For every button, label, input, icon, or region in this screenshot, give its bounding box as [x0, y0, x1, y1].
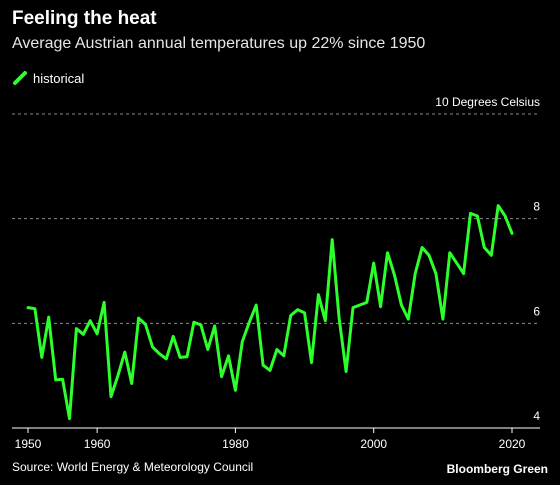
data-point-2015: [476, 215, 479, 218]
data-point-1978: [220, 375, 223, 378]
data-point-1980: [234, 389, 237, 392]
data-point-1964: [123, 351, 126, 354]
data-point-1985: [269, 369, 271, 372]
data-point-1975: [199, 323, 202, 326]
data-point-2002: [386, 251, 389, 254]
data-point-1986: [275, 348, 278, 351]
x-axis: [12, 427, 540, 433]
data-point-1977: [213, 324, 216, 327]
data-point-1979: [227, 354, 230, 357]
data-point-1994: [331, 238, 334, 241]
x-tick-label-2000: 2000: [360, 437, 387, 451]
data-point-2003: [393, 274, 396, 277]
data-point-1950: [27, 306, 29, 309]
data-point-1957: [75, 327, 78, 330]
data-point-2007: [421, 246, 424, 249]
source-note: Source: World Energy & Meteorology Counc…: [12, 460, 254, 474]
data-point-2005: [407, 318, 410, 321]
data-point-2006: [414, 272, 417, 275]
data-point-1955: [61, 378, 64, 381]
data-point-1963: [116, 374, 119, 377]
data-point-1995: [338, 317, 341, 320]
data-point-2010: [441, 318, 444, 321]
data-point-1983: [255, 304, 258, 307]
data-point-1961: [103, 301, 106, 304]
data-point-1984: [262, 364, 265, 367]
data-point-2011: [448, 251, 451, 254]
data-point-1982: [248, 321, 251, 324]
data-point-1993: [324, 319, 327, 322]
chart-subtitle: Average Austrian annual temperatures up …: [12, 35, 426, 52]
data-point-1960: [96, 332, 99, 335]
data-point-1954: [54, 378, 57, 381]
data-point-1970: [165, 357, 168, 360]
legend-label-historical: historical: [33, 70, 85, 86]
data-point-1987: [282, 354, 285, 357]
data-point-2009: [434, 272, 437, 275]
data-point-1976: [206, 348, 209, 351]
data-point-1971: [172, 335, 175, 338]
data-point-1996: [345, 370, 348, 373]
data-point-2004: [400, 304, 403, 307]
series-line-historical: [26, 204, 514, 421]
brand-logo: Bloomberg Green: [446, 462, 548, 476]
data-point-1968: [151, 345, 154, 348]
data-point-1998: [358, 304, 361, 307]
x-tick-label-2020: 2020: [499, 437, 526, 451]
data-point-1958: [82, 333, 85, 336]
y-tick-label-8: 8: [533, 200, 540, 214]
data-point-1965: [130, 382, 133, 385]
data-point-1973: [186, 355, 189, 358]
data-point-2008: [428, 254, 431, 257]
data-point-1967: [144, 323, 147, 326]
data-point-1997: [351, 306, 354, 309]
data-point-2013: [462, 272, 465, 275]
x-tick-label-1960: 1960: [84, 437, 111, 451]
legend: historical: [12, 70, 84, 86]
data-point-1953: [47, 316, 50, 319]
data-point-1981: [241, 340, 244, 343]
y-tick-label-6: 6: [533, 304, 540, 318]
x-tick-label-1980: 1980: [222, 437, 249, 451]
data-point-2020: [511, 232, 513, 235]
y-axis-unit-label: 10 Degrees Celsius: [435, 95, 540, 109]
data-point-1962: [109, 395, 112, 398]
data-point-2001: [379, 305, 382, 308]
data-point-2016: [483, 246, 486, 249]
chart-title: Feeling the heat: [12, 8, 157, 29]
data-point-1974: [192, 321, 195, 324]
data-point-1999: [365, 301, 368, 304]
data-point-2014: [469, 212, 472, 215]
data-point-1951: [33, 307, 36, 310]
data-point-2018: [497, 204, 500, 207]
tick-labels: 4 6 8 10 Degrees Celsius 1950 1960 1980 2000 202…: [15, 95, 541, 451]
data-point-1952: [40, 356, 43, 359]
data-point-2012: [455, 262, 458, 265]
x-tick-label-1950: 1950: [15, 437, 42, 451]
data-point-2019: [504, 215, 507, 218]
grid-lines: [12, 113, 540, 324]
data-point-1989: [296, 308, 299, 311]
data-point-2000: [372, 262, 375, 265]
series-layer: [26, 204, 514, 421]
data-point-1972: [179, 356, 182, 359]
data-point-1992: [317, 293, 320, 296]
legend-swatch: [12, 70, 28, 86]
data-point-1990: [303, 311, 306, 314]
data-point-1956: [68, 417, 71, 420]
data-point-1988: [289, 314, 292, 317]
data-point-2017: [490, 254, 493, 257]
y-tick-label-4: 4: [533, 409, 540, 423]
data-point-1969: [158, 352, 161, 355]
data-point-1991: [310, 361, 313, 364]
data-point-1959: [89, 319, 92, 322]
data-point-1966: [137, 317, 140, 320]
